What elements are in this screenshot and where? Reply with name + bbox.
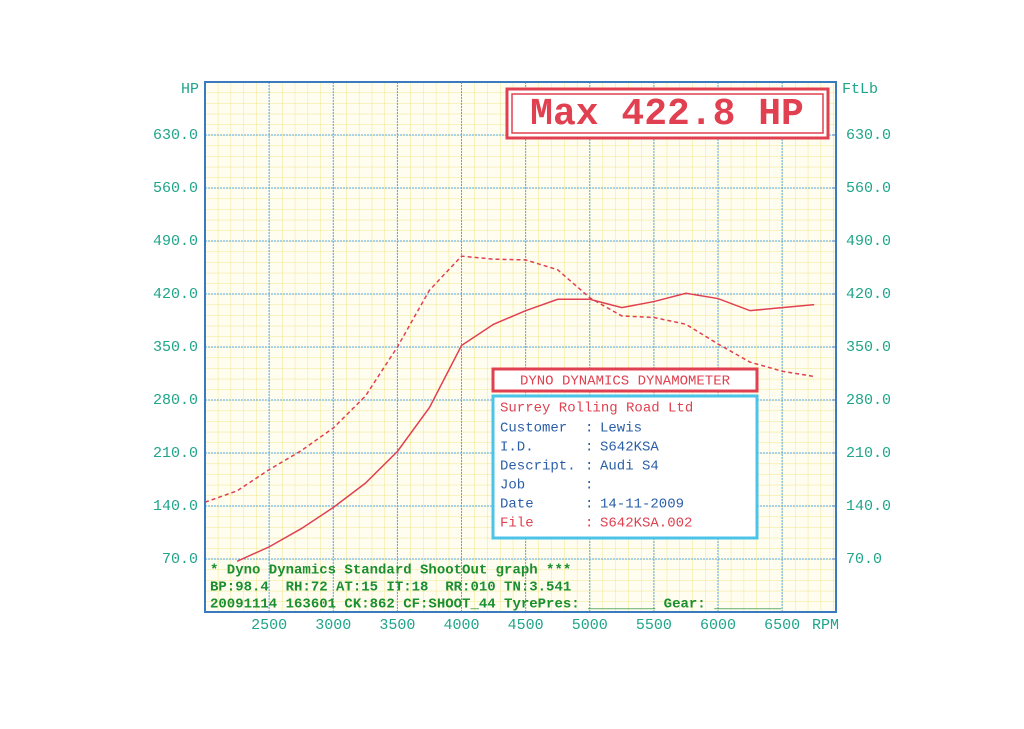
info-colon: : xyxy=(585,497,593,513)
y2-tick-label: 280.0 xyxy=(846,392,891,409)
y-tick-label: 490.0 xyxy=(153,233,198,250)
x-tick-label: 5000 xyxy=(572,617,608,634)
y2-tick-label: 630.0 xyxy=(846,127,891,144)
info-value: 14-11-2009 xyxy=(600,497,684,513)
footer-line: BP:98.4 RH:72 AT:15 IT:18 RR:010 TN:3.54… xyxy=(210,580,571,596)
info-colon: : xyxy=(585,440,593,456)
y2-tick-label: 140.0 xyxy=(846,498,891,515)
lines xyxy=(204,255,815,562)
y-tick-label: 420.0 xyxy=(153,286,198,303)
y2-tick-label: 490.0 xyxy=(846,233,891,250)
info-rows: Customer: Lewis I.D.: S642KSA Descript.: Audi… xyxy=(500,421,692,532)
info-title: DYNO DYNAMICS DYNAMOMETER xyxy=(520,374,731,390)
x-tick-label: 5500 xyxy=(636,617,672,634)
info-colon: : xyxy=(585,459,593,475)
x-tick-label: 3500 xyxy=(379,617,415,634)
y2-tick-label: 420.0 xyxy=(846,286,891,303)
y-tick-label: 140.0 xyxy=(153,498,198,515)
series-line xyxy=(204,255,815,503)
y2-tick-label: 560.0 xyxy=(846,180,891,197)
info-colon: : xyxy=(585,516,593,532)
title-box xyxy=(505,87,830,140)
y2-tick-label: 210.0 xyxy=(846,445,891,462)
y2-axis-label: FtLb xyxy=(842,81,878,98)
x-tick-label: 4500 xyxy=(508,617,544,634)
footer-line: * Dyno Dynamics Standard ShootOut graph … xyxy=(210,563,571,579)
y-tick-label: 210.0 xyxy=(153,445,198,462)
info-label: File xyxy=(500,516,534,532)
y-tick-label: 350.0 xyxy=(153,339,198,356)
footer: * Dyno Dynamics Standard ShootOut graph … xyxy=(210,563,782,613)
x-tick-label: 4000 xyxy=(443,617,479,634)
x-tick-label: 3000 xyxy=(315,617,351,634)
y-tick-label: 280.0 xyxy=(153,392,198,409)
info-company: Surrey Rolling Road Ltd xyxy=(500,401,693,417)
y2-tick-label: 350.0 xyxy=(846,339,891,356)
info-value: S642KSA.002 xyxy=(600,516,692,532)
info-label: Descript. xyxy=(500,459,576,475)
info-label: Date xyxy=(500,497,534,513)
y-tick-label: 560.0 xyxy=(153,180,198,197)
info-value: S642KSA xyxy=(600,440,659,456)
info-value: Audi S4 xyxy=(600,459,659,475)
info-box xyxy=(491,394,759,540)
x-axis-label: RPM xyxy=(812,617,839,634)
info-label: I.D. xyxy=(500,440,534,456)
info-title-box xyxy=(491,367,759,393)
info-label: Job xyxy=(500,478,525,494)
series-line xyxy=(236,292,815,562)
ticks: 70.0 140.0 210.0 280.0 350.0 420.0 490.0 560.0 6… xyxy=(153,127,891,634)
info-value: Lewis xyxy=(600,421,642,437)
y2-tick-label: 70.0 xyxy=(846,551,882,568)
y-axis-label: HP xyxy=(181,81,199,98)
y-tick-label: 70.0 xyxy=(162,551,198,568)
footer-line: 20091114 163601 CK:862 CF:SHOOT_44 TyreP… xyxy=(210,597,782,613)
info-colon: : xyxy=(585,478,593,494)
info-colon: : xyxy=(585,421,593,437)
y-tick-label: 630.0 xyxy=(153,127,198,144)
x-tick-label: 6500 xyxy=(764,617,800,634)
x-tick-label: 6000 xyxy=(700,617,736,634)
chart-title: Max 422.8 HP xyxy=(530,93,804,136)
title-box-inner xyxy=(511,93,824,134)
info-label: Customer xyxy=(500,421,567,437)
x-tick-label: 2500 xyxy=(251,617,287,634)
